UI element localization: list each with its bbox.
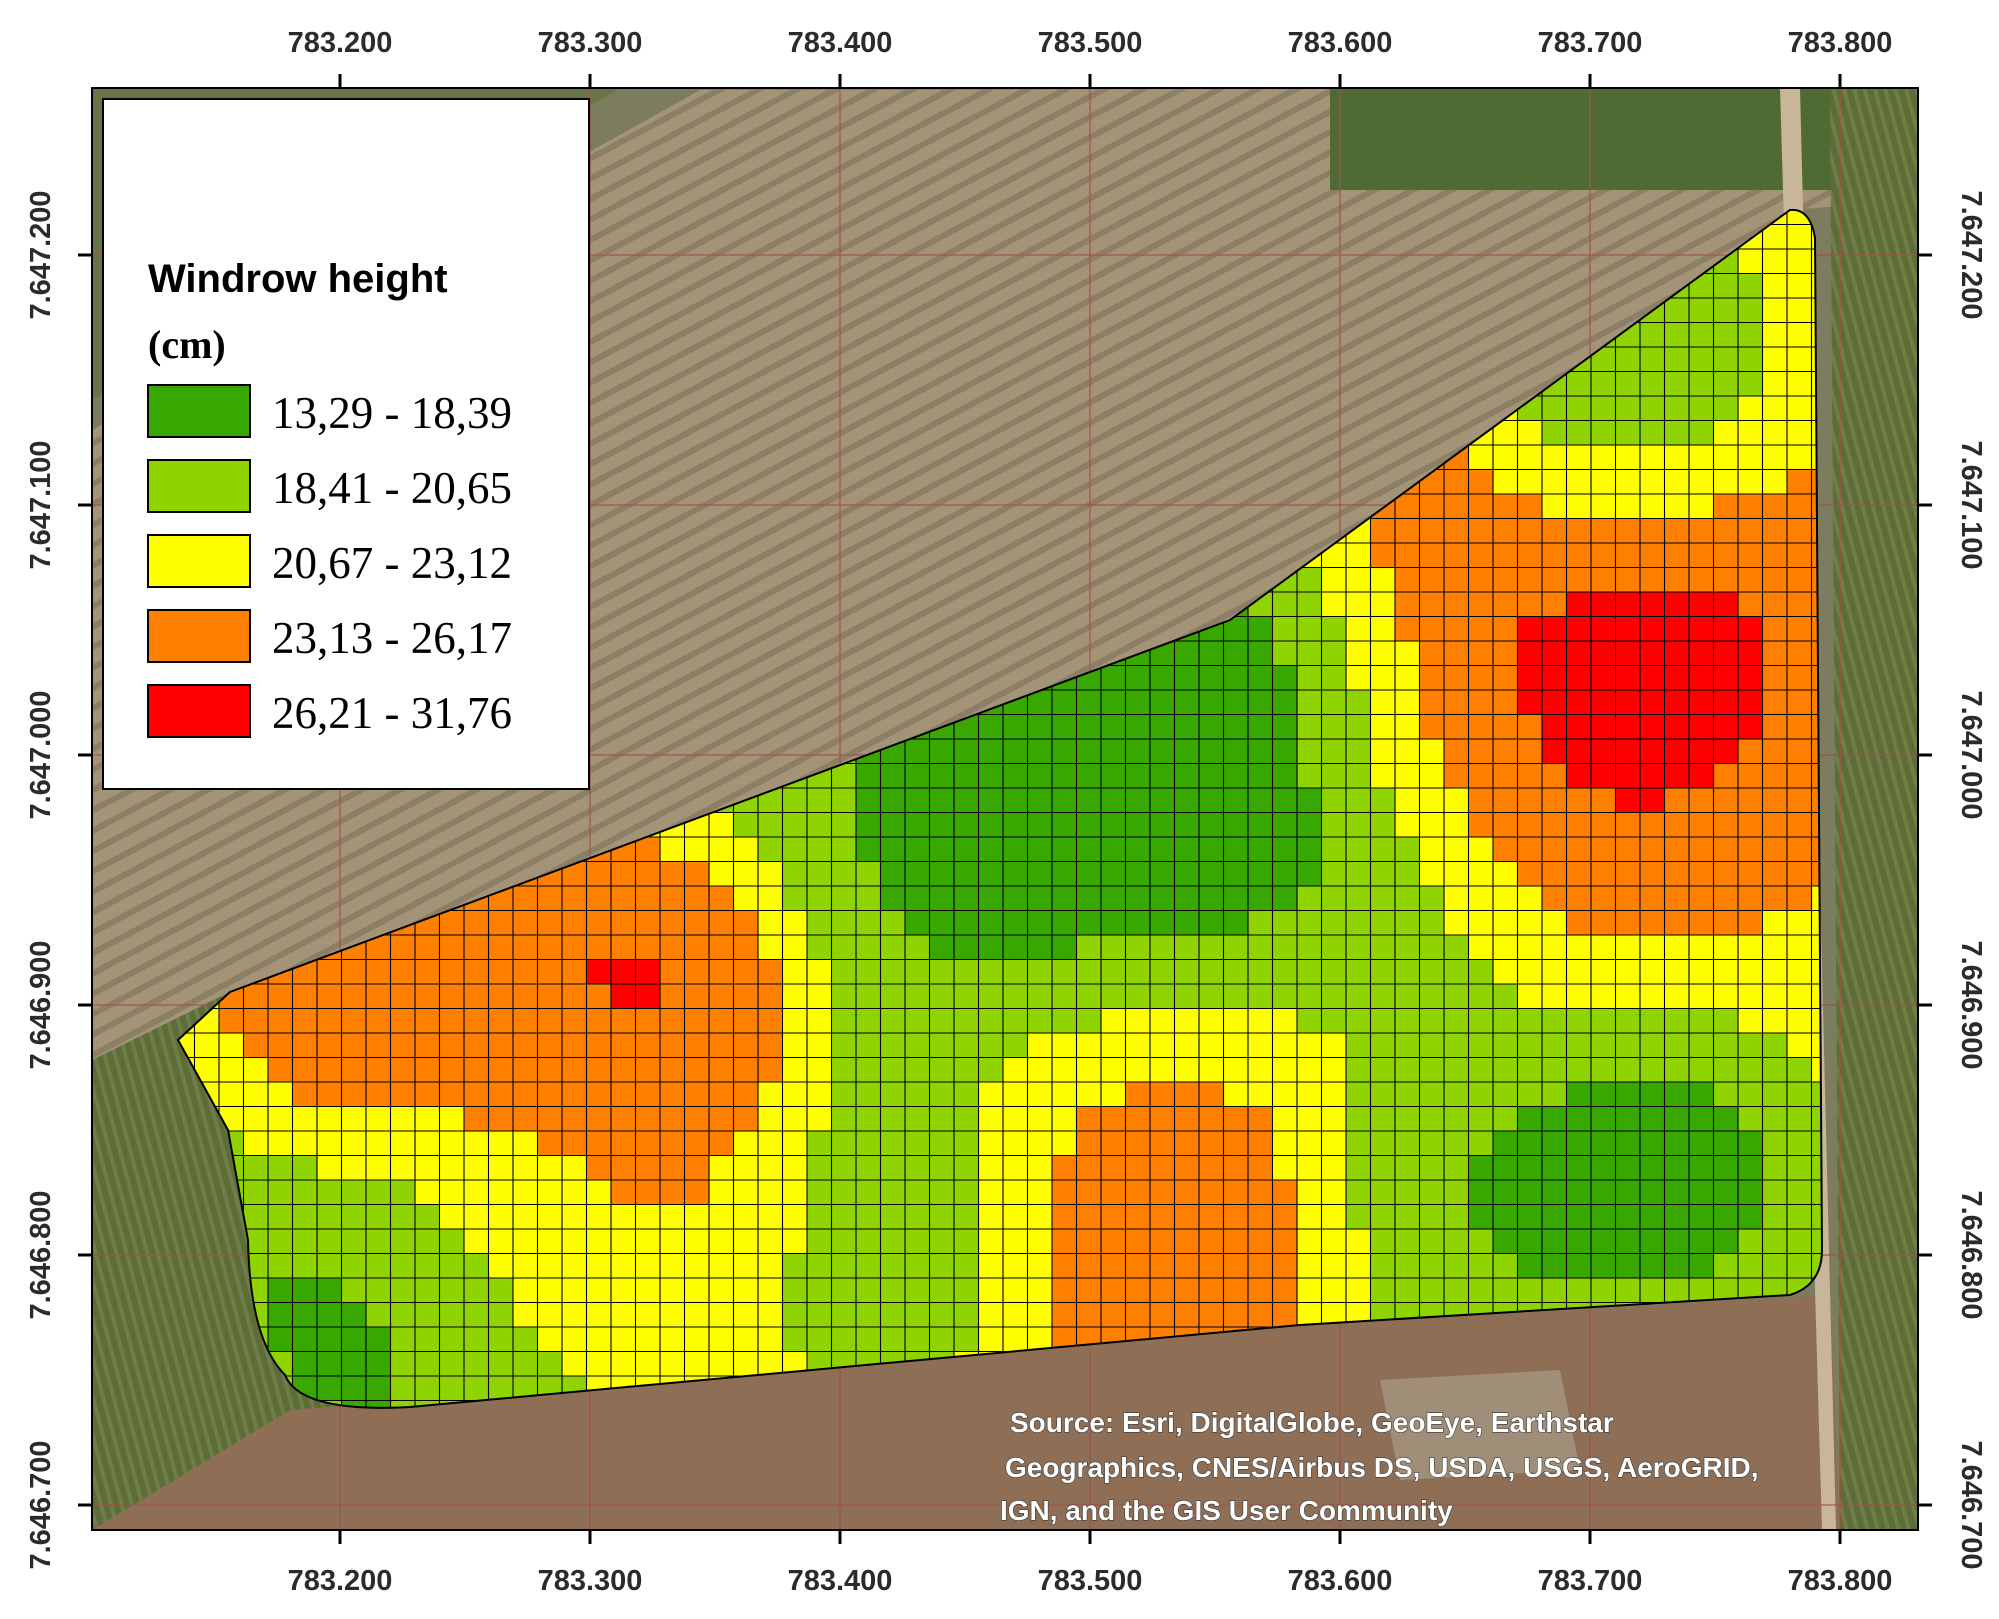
y-tick-label-right: 7.647.100 <box>1955 440 1987 569</box>
x-tick-label-bottom: 783.300 <box>538 1565 643 1597</box>
y-tick-labels-right: 7.647.200 7.647.100 7.647.000 7.646.900 7.64… <box>1955 190 1987 1569</box>
x-tick-label-top: 783.700 <box>1538 27 1643 59</box>
field-boundary <box>176 208 1824 1409</box>
legend-title: Windrow height <box>148 257 448 301</box>
y-tick-label-right: 7.646.700 <box>1955 1440 1987 1569</box>
y-tick-label-left: 7.646.800 <box>25 1190 57 1319</box>
y-tick-label-right: 7.647.200 <box>1955 190 1987 319</box>
x-tick-label-top: 783.600 <box>1288 27 1393 59</box>
legend-class-label: 20,67 - 23,12 <box>272 538 512 588</box>
x-tick-label-top: 783.800 <box>1788 27 1893 59</box>
y-tick-label-right: 7.647.000 <box>1955 690 1987 819</box>
attribution: Source: Esri, DigitalGlobe, GeoEye, Eart… <box>999 1406 1759 1526</box>
attribution-line-2: Geographics, CNES/Airbus DS, USDA, USGS,… <box>1005 1452 1759 1483</box>
legend: Windrow height (cm) 13,29 - 18,39 18,41 -… <box>102 98 590 790</box>
x-tick-label-bottom: 783.700 <box>1538 1565 1643 1597</box>
x-tick-label-top: 783.300 <box>538 27 643 59</box>
attribution-line-1: Source: Esri, DigitalGlobe, GeoEye, Eart… <box>1010 1407 1614 1438</box>
legend-swatch <box>147 534 251 588</box>
x-tick-label-bottom: 783.500 <box>1038 1565 1143 1597</box>
legend-swatch <box>147 384 251 438</box>
x-tick-labels-bottom: 783.200 783.300 783.400 783.500 783.600 783.7… <box>288 1565 1893 1597</box>
legend-class-label: 23,13 - 26,17 <box>272 613 512 663</box>
legend-swatch <box>147 459 251 513</box>
attribution-line-3: IGN, and the GIS User Community <box>1000 1495 1453 1526</box>
y-tick-label-left: 7.647.200 <box>25 190 57 319</box>
y-tick-label-left: 7.646.700 <box>25 1440 57 1569</box>
y-tick-labels-left: 7.647.200 7.647.100 7.647.000 7.646.900 7.64… <box>25 190 57 1569</box>
y-tick-label-left: 7.647.100 <box>25 440 57 569</box>
x-tick-labels-top: 783.200 783.300 783.400 783.500 783.600 783.7… <box>288 27 1893 59</box>
legend-class-label: 13,29 - 18,39 <box>272 388 512 438</box>
y-tick-label-right: 7.646.800 <box>1955 1190 1987 1319</box>
x-tick-label-bottom: 783.200 <box>288 1565 393 1597</box>
axis-ticks <box>78 74 1932 1544</box>
y-tick-label-left: 7.647.000 <box>25 690 57 819</box>
legend-box <box>102 98 590 790</box>
legend-class-label: 18,41 - 20,65 <box>272 463 512 513</box>
x-tick-label-top: 783.200 <box>288 27 393 59</box>
x-tick-label-top: 783.400 <box>788 27 893 59</box>
y-tick-label-left: 7.646.900 <box>25 940 57 1069</box>
legend-class-label: 26,21 - 31,76 <box>272 688 512 738</box>
y-tick-label-right: 7.646.900 <box>1955 940 1987 1069</box>
map-frame <box>91 87 1919 1531</box>
x-tick-label-bottom: 783.800 <box>1788 1565 1893 1597</box>
x-tick-label-bottom: 783.400 <box>788 1565 893 1597</box>
x-tick-label-bottom: 783.600 <box>1288 1565 1393 1597</box>
legend-swatch <box>147 609 251 663</box>
x-tick-label-top: 783.500 <box>1038 27 1143 59</box>
legend-swatch <box>147 684 251 738</box>
legend-unit: (cm) <box>148 322 226 367</box>
